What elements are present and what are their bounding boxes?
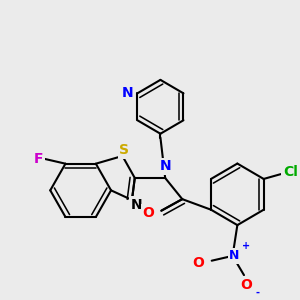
Text: -: - bbox=[255, 287, 259, 297]
Text: +: + bbox=[242, 241, 250, 251]
Text: N: N bbox=[159, 159, 171, 173]
Text: O: O bbox=[240, 278, 252, 292]
Text: F: F bbox=[34, 152, 44, 166]
Text: O: O bbox=[142, 206, 154, 220]
Text: O: O bbox=[193, 256, 204, 270]
Text: N: N bbox=[131, 198, 142, 212]
Text: N: N bbox=[229, 249, 240, 262]
Text: S: S bbox=[119, 143, 129, 157]
Text: N: N bbox=[122, 86, 134, 100]
Text: Cl: Cl bbox=[283, 165, 298, 179]
